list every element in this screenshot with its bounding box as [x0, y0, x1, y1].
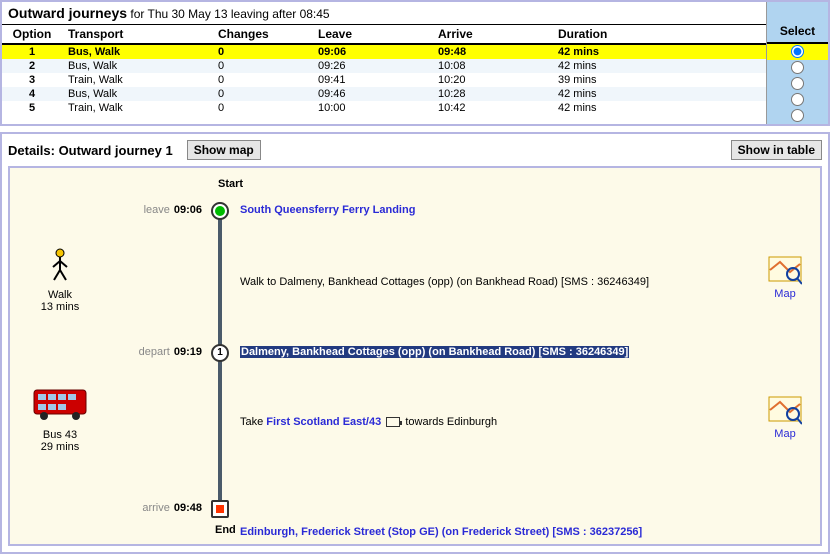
time-leave: leave09:06 — [112, 204, 202, 216]
col-leave: Leave — [312, 25, 432, 44]
journeys-header: Outward journeys for Thu 30 May 13 leavi… — [2, 2, 766, 25]
col-select: Select — [767, 2, 828, 44]
details-panel: Details: Outward journey 1 Show map Show… — [0, 132, 830, 554]
end-label: End — [215, 524, 236, 536]
table-row[interactable]: 4Bus, Walk009:4610:2842 mins — [2, 87, 766, 101]
start-label: Start — [218, 178, 243, 190]
node-step-icon: 1 — [211, 344, 229, 362]
stop-mid-highlight[interactable]: Dalmeny, Bankhead Cottages (opp) (on Ban… — [240, 346, 629, 358]
stop-start: South Queensferry Ferry Landing — [240, 204, 740, 216]
details-title: Details: Outward journey 1 — [8, 143, 173, 158]
bus-route-link[interactable]: First Scotland East/43 — [266, 416, 381, 428]
table-row[interactable]: 3Train, Walk009:4110:2039 mins — [2, 73, 766, 87]
select-radio[interactable] — [791, 61, 804, 74]
journeys-table: Option Transport Changes Leave Arrive Du… — [2, 25, 766, 115]
show-map-button[interactable]: Show map — [187, 140, 261, 160]
stop-mid: Dalmeny, Bankhead Cottages (opp) (on Ban… — [240, 346, 740, 358]
col-changes: Changes — [212, 25, 312, 44]
map-link-2[interactable]: Map — [768, 396, 802, 440]
col-arrive: Arrive — [432, 25, 552, 44]
map-link-2-label[interactable]: Map — [774, 428, 795, 440]
walk-instruction: Walk to Dalmeny, Bankhead Cottages (opp)… — [240, 276, 740, 288]
node-start-icon — [211, 202, 229, 220]
time-arrive: arrive09:48 — [112, 502, 202, 514]
map-link-1-label[interactable]: Map — [774, 288, 795, 300]
col-duration: Duration — [552, 25, 766, 44]
col-transport: Transport — [62, 25, 212, 44]
select-radio[interactable] — [791, 77, 804, 90]
select-radio[interactable] — [791, 109, 804, 122]
table-row[interactable]: 2Bus, Walk009:2610:0842 mins — [2, 59, 766, 73]
tv-icon — [386, 417, 400, 427]
journeys-title: Outward journeys — [8, 5, 127, 21]
node-end-icon — [211, 500, 229, 518]
select-radio[interactable] — [791, 45, 804, 58]
table-row[interactable]: 5Train, Walk010:0010:4242 mins — [2, 101, 766, 115]
map-link-1[interactable]: Map — [768, 256, 802, 300]
col-option: Option — [2, 25, 62, 44]
time-depart: depart09:19 — [112, 346, 202, 358]
stop-end-link[interactable]: Edinburgh, Frederick Street (Stop GE) (o… — [240, 526, 549, 538]
stop-start-link[interactable]: South Queensferry Ferry Landing — [240, 204, 415, 216]
table-row[interactable]: 1Bus, Walk009:0609:4842 mins — [2, 44, 766, 59]
walk-mode-icon: Walk 13 mins — [20, 248, 100, 313]
outward-journeys-panel: Outward journeys for Thu 30 May 13 leavi… — [0, 0, 830, 126]
select-panel: Select — [766, 2, 828, 124]
select-radio[interactable] — [791, 93, 804, 106]
bus-mode-icon: Bus 43 29 mins — [20, 386, 100, 453]
journey-timeline: Start End 1 leave09:06 South Queensferry… — [8, 166, 822, 546]
bus-instruction: Take First Scotland East/43 towards Edin… — [240, 416, 740, 428]
show-in-table-button[interactable]: Show in table — [731, 140, 822, 160]
stop-end: Edinburgh, Frederick Street (Stop GE) (o… — [240, 526, 740, 538]
